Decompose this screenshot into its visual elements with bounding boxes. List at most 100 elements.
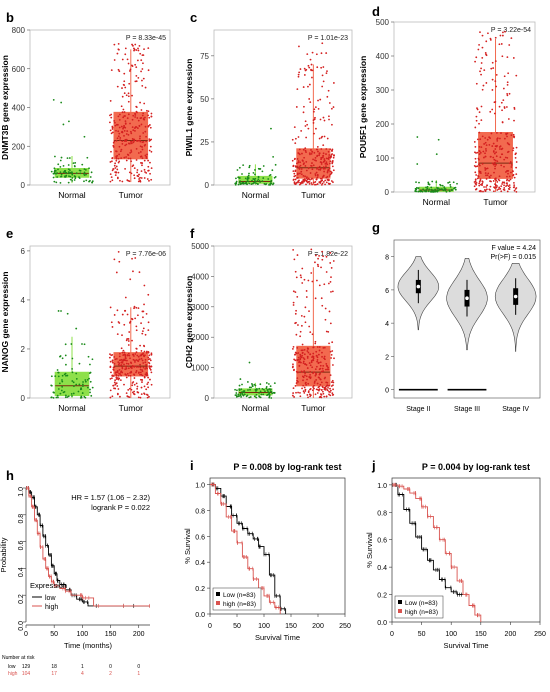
data-point — [150, 352, 153, 355]
data-point — [147, 381, 150, 384]
data-point — [139, 117, 142, 120]
data-point — [320, 396, 323, 399]
data-point — [485, 82, 488, 84]
data-point — [440, 188, 443, 190]
data-point — [131, 94, 133, 97]
data-point — [309, 364, 312, 367]
data-point — [61, 379, 63, 381]
data-point — [330, 276, 332, 279]
data-point — [248, 396, 251, 399]
data-point — [513, 106, 516, 109]
data-point — [310, 164, 312, 167]
data-point — [126, 372, 129, 375]
data-point — [121, 366, 124, 368]
data-point — [135, 66, 138, 69]
data-point — [110, 116, 113, 119]
data-point — [139, 373, 141, 376]
data-point — [488, 143, 491, 146]
data-point — [332, 381, 335, 384]
plot-frame — [393, 21, 536, 193]
data-point — [72, 162, 75, 164]
data-point — [295, 333, 298, 336]
data-point — [312, 164, 315, 167]
data-point — [478, 150, 481, 153]
data-point — [143, 393, 146, 395]
data-point — [125, 366, 128, 368]
data-point — [490, 67, 493, 70]
data-point — [257, 167, 260, 170]
data-point — [70, 393, 73, 395]
data-point — [70, 343, 73, 345]
data-point — [311, 366, 314, 369]
data-point — [143, 376, 146, 379]
data-point — [323, 158, 326, 160]
y-tick-label: 0.4 — [18, 567, 25, 577]
data-point — [111, 156, 114, 159]
data-point — [115, 382, 118, 385]
data-point — [69, 178, 72, 181]
data-point — [119, 179, 121, 182]
data-point — [508, 175, 511, 178]
data-point — [306, 123, 309, 126]
data-point — [115, 376, 118, 379]
data-point — [270, 181, 272, 183]
data-point — [317, 168, 320, 171]
data-point — [253, 395, 256, 398]
data-point — [302, 379, 304, 382]
data-point — [138, 358, 141, 361]
data-point — [50, 375, 53, 378]
data-point — [315, 379, 318, 381]
y-tick-label: 400 — [12, 104, 26, 113]
data-point — [150, 371, 153, 374]
data-point — [493, 112, 496, 115]
data-point — [123, 134, 125, 137]
data-point — [476, 165, 479, 168]
data-point — [496, 189, 499, 191]
data-point — [297, 371, 299, 374]
data-point — [294, 142, 297, 145]
data-point — [311, 162, 313, 164]
data-point — [417, 190, 420, 193]
data-point — [312, 181, 315, 184]
data-point — [311, 183, 313, 186]
data-point — [80, 387, 82, 390]
data-point — [331, 350, 334, 352]
data-point — [120, 148, 123, 151]
data-point — [422, 188, 425, 191]
data-point — [295, 276, 298, 279]
data-point — [492, 150, 495, 153]
data-point — [506, 135, 508, 138]
data-point — [83, 174, 86, 177]
data-point — [326, 137, 329, 140]
data-point — [117, 68, 120, 71]
data-point — [297, 75, 300, 78]
x-tick-label: 0 — [390, 631, 394, 638]
data-point — [425, 188, 428, 191]
data-point — [61, 374, 64, 377]
y-tick-label: 2 — [21, 345, 26, 354]
data-point — [256, 183, 259, 185]
km-curve-1 — [26, 487, 150, 607]
data-point — [83, 343, 86, 346]
data-point — [66, 157, 69, 159]
data-point — [305, 136, 308, 139]
data-point — [499, 34, 502, 37]
data-point — [140, 155, 143, 158]
data-point — [248, 182, 251, 185]
data-point — [297, 160, 300, 162]
data-point — [313, 151, 316, 154]
y-tick-label: 0 — [205, 394, 210, 403]
data-point — [59, 171, 62, 174]
data-point — [314, 116, 316, 119]
data-point — [121, 142, 124, 145]
data-point — [504, 30, 506, 33]
data-point — [121, 87, 123, 89]
data-point — [306, 53, 309, 55]
data-point — [480, 105, 483, 108]
data-point — [493, 163, 496, 166]
data-point — [133, 390, 136, 393]
data-point — [131, 365, 134, 367]
data-point — [121, 111, 124, 114]
data-point — [145, 363, 147, 366]
y-tick-label: 500 — [376, 18, 390, 27]
